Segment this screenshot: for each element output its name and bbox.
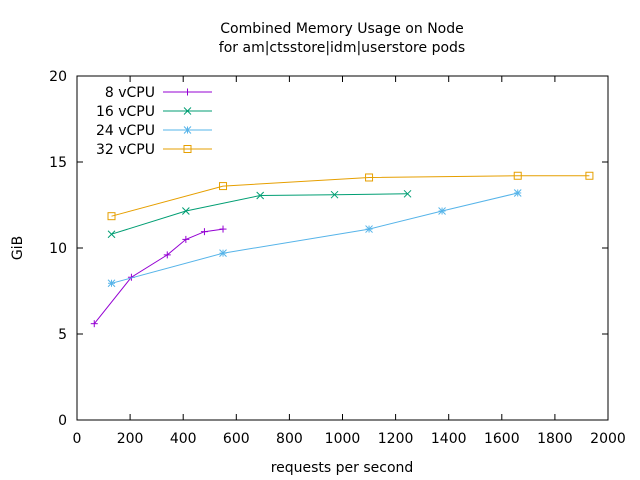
chart-subtitle: for am|ctsstore|idm|userstore pods (219, 40, 465, 56)
legend-label-32-vcpu: 32 vCPU (96, 142, 155, 158)
x-tick-label: 1800 (537, 431, 573, 447)
data-point-8-vcpu (182, 235, 190, 243)
data-point-24-vcpu (513, 189, 522, 197)
x-axis-label: requests per second (271, 460, 414, 476)
series-layer (90, 171, 594, 328)
legend-marker-32-vcpu (183, 145, 192, 153)
data-point-8-vcpu (200, 228, 208, 236)
data-point-16-vcpu (403, 189, 412, 198)
series-line-8-vcpu (93, 228, 224, 325)
data-point-24-vcpu (219, 249, 227, 258)
y-tick-label: 10 (49, 241, 67, 257)
x-tick-label: 1000 (325, 431, 361, 447)
data-point-16-vcpu (256, 191, 265, 200)
legend-marker-16-vcpu (183, 107, 192, 115)
legend-label-16-vcpu: 16 vCPU (96, 104, 155, 120)
legend-label-24-vcpu: 24 vCPU (96, 123, 155, 139)
data-point-32-vcpu (585, 171, 594, 180)
y-tick-label: 0 (58, 413, 67, 429)
x-tick-label: 1600 (484, 431, 520, 447)
x-tick-label: 2000 (590, 431, 626, 447)
legend-marker-8-vcpu (184, 88, 191, 96)
data-point-16-vcpu (182, 207, 190, 215)
x-tick-label: 400 (170, 431, 197, 447)
y-axis-label: GiB (10, 236, 26, 260)
data-point-32-vcpu (513, 171, 522, 180)
series-line-16-vcpu (111, 193, 408, 235)
data-point-16-vcpu (330, 190, 339, 199)
plot-frame (76, 75, 609, 421)
series-line-32-vcpu (111, 175, 590, 217)
y-tick-label: 15 (49, 155, 67, 171)
data-point-24-vcpu (438, 207, 446, 215)
data-point-24-vcpu (365, 225, 373, 233)
chart-title: Combined Memory Usage on Node (220, 21, 463, 37)
series-line-24-vcpu (111, 192, 518, 284)
legend: 8 vCPU 16 vCPU 24 vCPU 32 vCPU (96, 85, 212, 158)
y-tick-label: 20 (49, 69, 67, 85)
x-tick-label: 0 (73, 431, 82, 447)
x-tick-label: 200 (117, 431, 144, 447)
data-point-32-vcpu (219, 182, 228, 191)
data-point-32-vcpu (107, 212, 116, 221)
x-tick-label: 1200 (378, 431, 414, 447)
axis-ticks: 0 200 400 600 800 1000 1200 1400 1600 1800 2000 0 5 1… (49, 69, 626, 447)
legend-marker-24-vcpu (183, 126, 192, 134)
data-point-8-vcpu (163, 251, 171, 259)
y-tick-label: 5 (58, 327, 67, 343)
data-point-16-vcpu (107, 230, 116, 239)
data-point-24-vcpu (107, 279, 116, 288)
x-tick-label: 1400 (431, 431, 467, 447)
x-tick-label: 600 (223, 431, 250, 447)
data-point-8-vcpu (90, 320, 98, 328)
legend-label-8-vcpu: 8 vCPU (105, 85, 155, 101)
data-point-32-vcpu (365, 173, 374, 182)
data-point-8-vcpu (219, 225, 227, 233)
x-tick-label: 800 (276, 431, 303, 447)
